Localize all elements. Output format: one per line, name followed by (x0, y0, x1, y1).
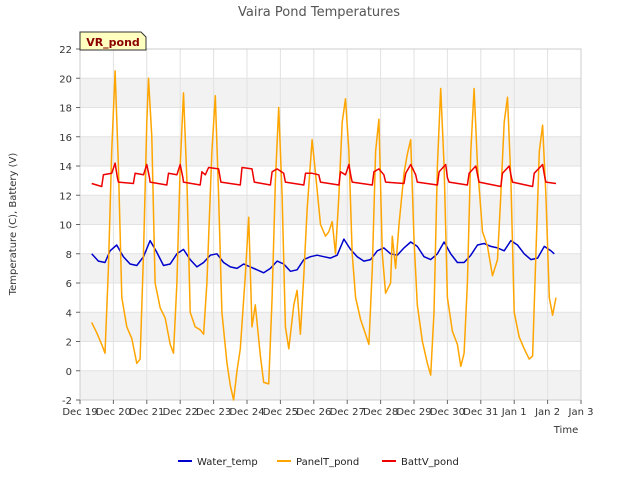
y-axis-ticks: -2 0 2 4 6 8 10 12 14 16 18 20 22 (59, 45, 80, 407)
x-tick-label: Dec 29 (396, 407, 431, 418)
y-tick-label: 14 (59, 162, 72, 173)
y-tick-label: 8 (66, 250, 72, 261)
y-tick-label: 20 (59, 74, 72, 85)
x-tick-label: Dec 26 (296, 407, 331, 418)
plot-band (80, 195, 581, 225)
plot-band (80, 312, 581, 342)
series-lines (91, 70, 557, 401)
x-tick-label: Dec 30 (430, 407, 465, 418)
plot-band (80, 78, 581, 108)
site-badge-label: VR_pond (86, 36, 140, 49)
y-tick-label: 2 (66, 338, 72, 349)
x-tick-label: Dec 27 (330, 407, 365, 418)
x-tick-label: Jan 2 (534, 407, 560, 418)
grid-lines (79, 48, 582, 401)
site-badge: VR_pond (79, 31, 147, 51)
legend: Water_temp PanelT_pond BattV_pond (178, 457, 459, 468)
x-tick-label: Dec 23 (196, 407, 231, 418)
y-tick-label: 10 (59, 221, 72, 232)
y-tick-label: 6 (66, 279, 72, 290)
legend-label-battv-pond: BattV_pond (401, 457, 459, 468)
series-line-water-temp (91, 238, 555, 274)
x-tick-label: Dec 20 (96, 407, 131, 418)
x-axis-title: Time (553, 425, 578, 436)
series-line-panelt-pond (91, 70, 557, 401)
legend-label-water-temp: Water_temp (197, 457, 258, 468)
x-tick-label: Dec 28 (363, 407, 398, 418)
chart-title: Vaira Pond Temperatures (238, 5, 400, 20)
x-tick-label: Jan 1 (501, 407, 527, 418)
x-tick-label: Dec 19 (62, 407, 97, 418)
x-tick-label: Dec 25 (263, 407, 298, 418)
y-tick-label: 16 (59, 133, 72, 144)
y-axis-title: Temperature (C), Battery (V) (8, 153, 19, 297)
y-tick-label: 22 (59, 45, 72, 56)
y-tick-label: 18 (59, 104, 72, 115)
y-tick-label: 4 (66, 308, 72, 319)
x-tick-label: Dec 24 (229, 407, 264, 418)
y-tick-label: -2 (62, 396, 72, 407)
x-tick-label: Dec 21 (129, 407, 164, 418)
plot-band (80, 370, 581, 400)
series-line-battv-pond (91, 162, 557, 188)
x-tick-label: Dec 31 (463, 407, 498, 418)
x-tick-label: Jan 3 (568, 407, 594, 418)
site-badge-box (79, 31, 147, 51)
y-tick-label: 12 (59, 191, 72, 202)
x-tick-label: Dec 22 (163, 407, 198, 418)
legend-label-panelt-pond: PanelT_pond (296, 457, 359, 468)
plot-band (80, 136, 581, 166)
plot-background-bands (80, 78, 581, 400)
y-tick-label: 0 (66, 367, 72, 378)
